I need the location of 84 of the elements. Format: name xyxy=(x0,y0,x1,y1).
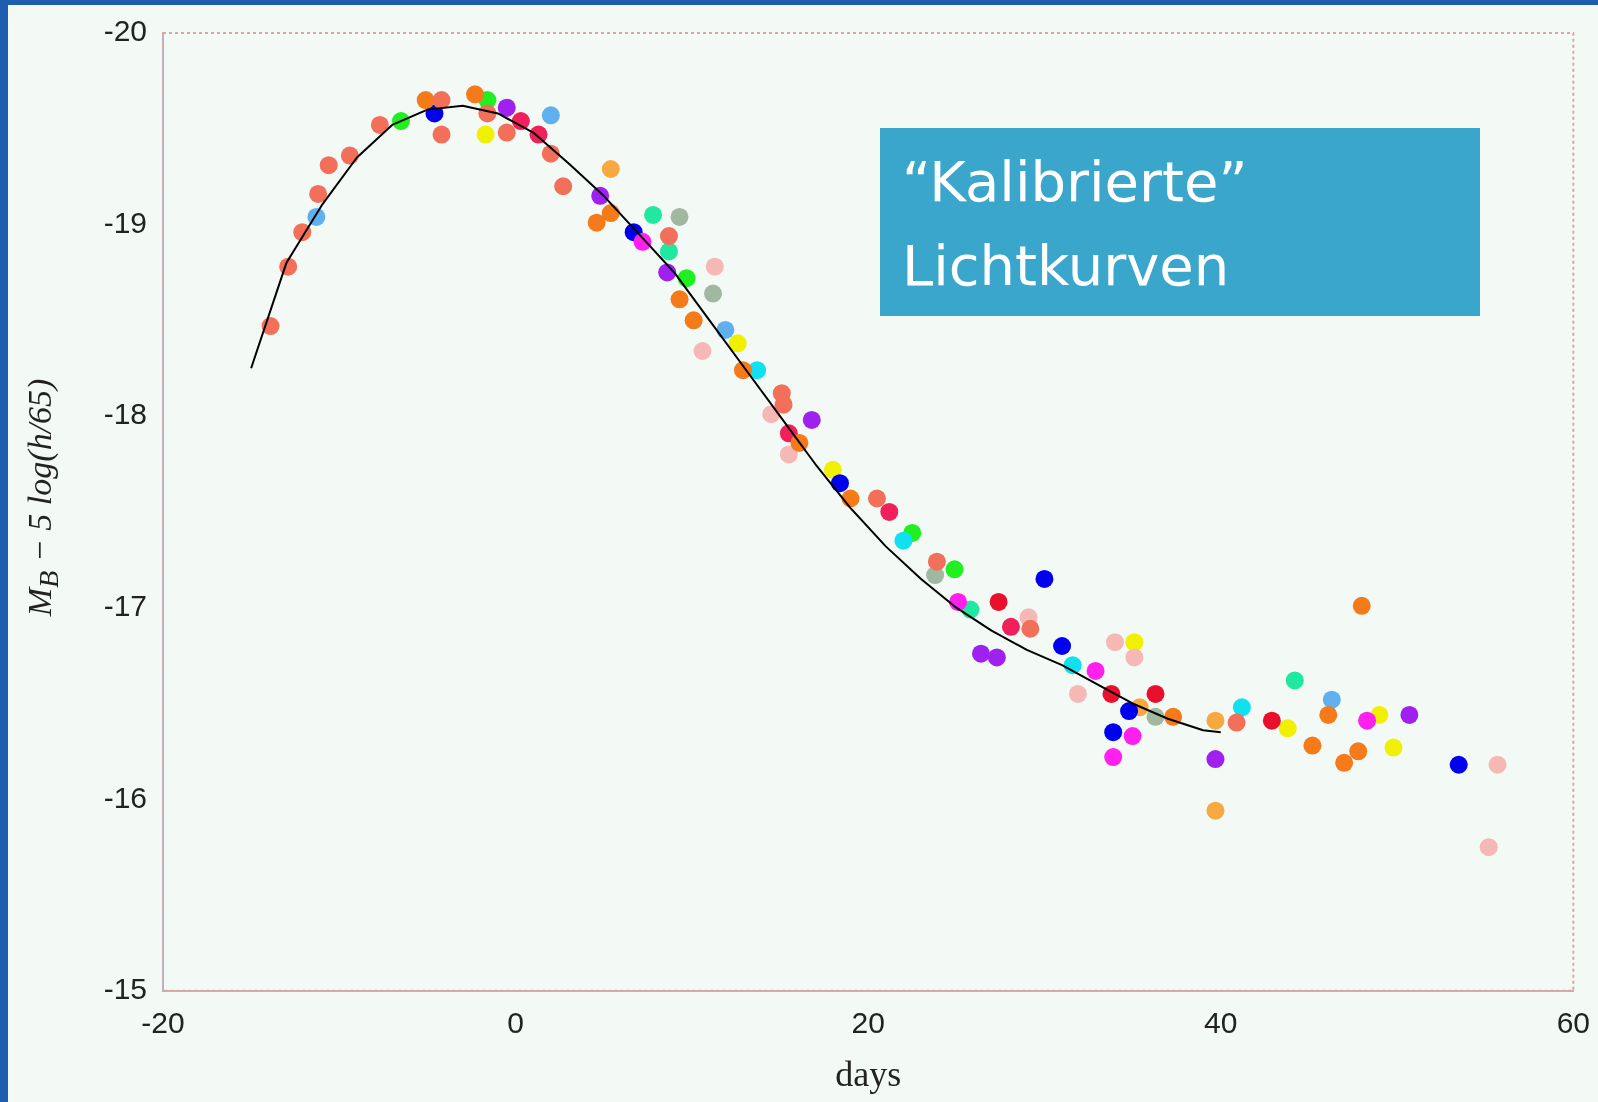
point xyxy=(880,502,899,521)
point xyxy=(1146,684,1165,703)
point xyxy=(1068,684,1087,703)
point xyxy=(1125,648,1144,667)
point xyxy=(894,531,913,550)
point xyxy=(370,115,389,134)
point xyxy=(705,257,724,276)
point xyxy=(497,98,516,117)
point xyxy=(1319,705,1338,724)
point xyxy=(1384,738,1403,757)
point xyxy=(779,445,798,464)
point xyxy=(1206,801,1225,820)
point xyxy=(644,205,663,224)
y-tick-label: -16 xyxy=(103,780,147,814)
point xyxy=(1278,719,1297,738)
point xyxy=(945,560,964,579)
point xyxy=(1125,633,1144,652)
point xyxy=(601,160,620,179)
point xyxy=(927,552,946,571)
point xyxy=(728,334,747,353)
point xyxy=(1104,748,1123,767)
point xyxy=(1021,619,1040,638)
point xyxy=(1053,636,1072,655)
point xyxy=(497,123,516,142)
x-tick-label: -20 xyxy=(141,1006,185,1040)
x-tick-label: 20 xyxy=(851,1006,885,1040)
point xyxy=(659,242,678,261)
y-tick-label: -18 xyxy=(103,397,147,431)
point xyxy=(716,320,735,339)
point xyxy=(670,290,689,309)
point xyxy=(1488,755,1507,774)
point xyxy=(1123,727,1142,746)
point xyxy=(1400,705,1419,724)
point xyxy=(823,460,842,479)
point xyxy=(1479,838,1498,857)
x-tick-label: 40 xyxy=(1204,1006,1238,1040)
point xyxy=(971,644,990,663)
point xyxy=(541,106,560,125)
point xyxy=(1001,617,1020,636)
point xyxy=(432,91,451,110)
y-tick-label: -19 xyxy=(103,205,147,239)
point xyxy=(1335,753,1354,772)
x-axis-title: days xyxy=(835,1053,902,1094)
point xyxy=(1349,742,1368,761)
point xyxy=(476,125,495,144)
point xyxy=(416,91,435,110)
point xyxy=(1120,702,1139,721)
x-tick-label: 60 xyxy=(1556,1006,1590,1040)
point xyxy=(1206,711,1225,730)
point xyxy=(1358,711,1377,730)
point xyxy=(1232,698,1251,717)
point xyxy=(587,213,606,232)
point xyxy=(1449,755,1468,774)
point xyxy=(802,410,821,429)
point xyxy=(830,474,849,493)
point xyxy=(309,184,328,203)
point xyxy=(1322,690,1341,709)
point xyxy=(693,341,712,360)
x-tick-label: 0 xyxy=(507,1006,524,1040)
point xyxy=(1206,750,1225,769)
point xyxy=(432,125,451,144)
point xyxy=(670,207,689,226)
y-tick-label: -20 xyxy=(103,14,147,48)
point xyxy=(987,648,1006,667)
point xyxy=(867,489,886,508)
y-tick-label: -17 xyxy=(103,588,147,622)
point xyxy=(659,227,678,246)
point xyxy=(319,156,338,175)
point xyxy=(684,311,703,330)
caption-box: “Kalibrierte” Lichtkurven xyxy=(880,128,1480,316)
point xyxy=(466,85,485,104)
point xyxy=(1285,671,1304,690)
point xyxy=(1352,596,1371,615)
point xyxy=(1262,711,1281,730)
point xyxy=(1227,713,1246,732)
point xyxy=(704,284,723,303)
point xyxy=(1105,633,1124,652)
point xyxy=(1035,569,1054,588)
point xyxy=(1104,723,1123,742)
point xyxy=(989,592,1008,611)
point xyxy=(554,177,573,196)
point xyxy=(1303,736,1322,755)
y-tick-label: -15 xyxy=(103,972,147,1006)
point xyxy=(1086,661,1105,680)
